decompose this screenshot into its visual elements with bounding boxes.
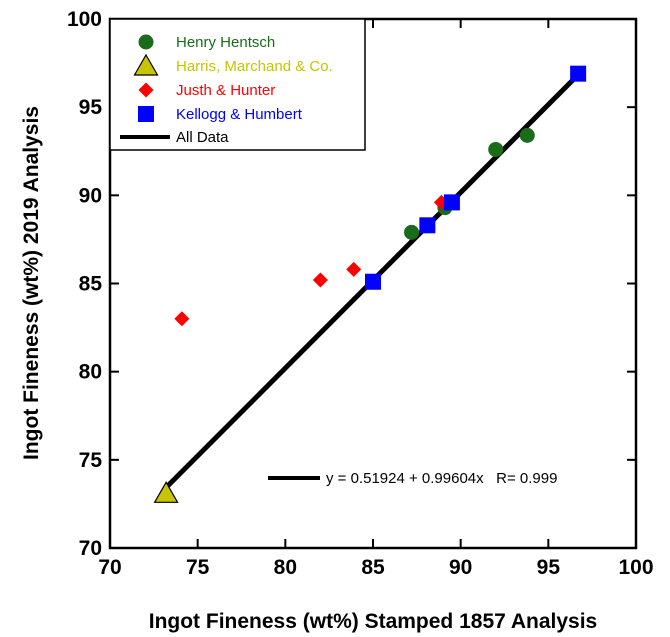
legend-marker	[133, 53, 159, 76]
x-tick-label: 100	[618, 556, 653, 579]
data-point	[365, 273, 381, 290]
data-point	[346, 261, 362, 277]
data-points	[153, 65, 587, 503]
data-point	[519, 127, 535, 143]
legend-marker	[138, 106, 154, 122]
legend: Henry Hentsch Harris, Marchand & Co. Justh…	[109, 18, 366, 151]
y-tick-label: 80	[79, 361, 102, 384]
y-tick-label: 95	[79, 96, 103, 119]
data-point	[404, 224, 420, 240]
data-point	[443, 194, 460, 211]
legend-marker	[138, 82, 154, 98]
y-tick-label: 75	[79, 449, 103, 472]
y-tick-label: 70	[79, 537, 102, 560]
x-tick-label: 85	[361, 556, 385, 579]
axis-ticks: 70 75 80 85 90 95 100 70 75 80 85 90 95 100	[67, 8, 654, 579]
y-tick-label: 85	[79, 273, 103, 296]
y-axis-title: Ingot Fineness (wt%) 2019 Analysis	[20, 106, 43, 460]
data-point	[312, 272, 328, 288]
legend-label: Harris, Marchand & Co.	[176, 58, 333, 75]
x-axis-title: Ingot Fineness (wt%) Stamped 1857 Analys…	[149, 610, 598, 633]
x-tick-label: 75	[186, 556, 210, 579]
legend-marker	[138, 34, 154, 50]
fit-equation-label: y = 0.51924 + 0.99604x R= 0.999	[326, 470, 557, 487]
data-point	[488, 141, 504, 157]
legend-label: Justh & Hunter	[176, 82, 275, 99]
y-tick-label: 90	[79, 184, 102, 207]
data-point	[419, 217, 436, 234]
y-tick-label: 100	[67, 8, 102, 31]
data-point	[570, 65, 587, 82]
data-point	[174, 311, 190, 327]
x-tick-label: 95	[537, 556, 561, 579]
data-point	[153, 481, 179, 503]
x-tick-label: 80	[274, 556, 297, 579]
x-tick-label: 70	[98, 556, 121, 579]
legend-label: All Data	[176, 129, 229, 146]
x-tick-label: 90	[449, 556, 472, 579]
legend-label: Kellogg & Humbert	[176, 106, 303, 123]
legend-label: Henry Hentsch	[176, 34, 275, 51]
fit-annotation: y = 0.51924 + 0.99604x R= 0.999	[268, 470, 557, 487]
